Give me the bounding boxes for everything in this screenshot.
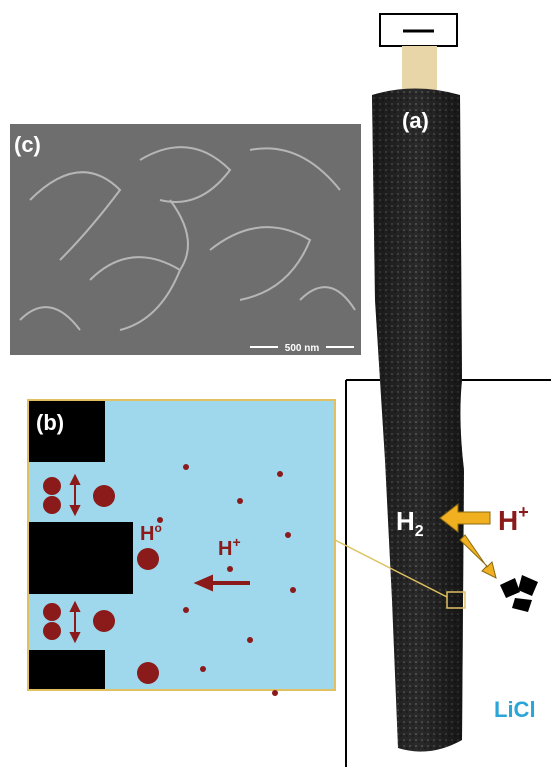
arrow-to-bubbles [459, 534, 497, 579]
h-plus: H+ [498, 502, 529, 536]
zoom-box [446, 591, 466, 609]
label-c: (c) [14, 132, 41, 157]
sem-image: (c) 500 nm [10, 124, 361, 355]
gas-bubbles [500, 575, 538, 612]
rod-shading [372, 88, 464, 752]
zoom-line [334, 539, 448, 598]
label-b: (b) [36, 410, 64, 435]
scale-bar-label: 500 nm [285, 343, 320, 354]
inset: (b) Ho H+ [27, 399, 336, 696]
reaction: H2 H+ LiCl [396, 502, 538, 722]
inset-h-plus: H+ [218, 534, 241, 560]
h2: H2 [396, 506, 424, 540]
electrode: (a) [372, 13, 464, 752]
label-a: (a) [402, 108, 429, 133]
arrow-to-h2 [439, 502, 491, 534]
h-adsorbed: Ho [140, 521, 162, 545]
connector [402, 46, 437, 90]
electrolyte: LiCl [494, 697, 536, 722]
